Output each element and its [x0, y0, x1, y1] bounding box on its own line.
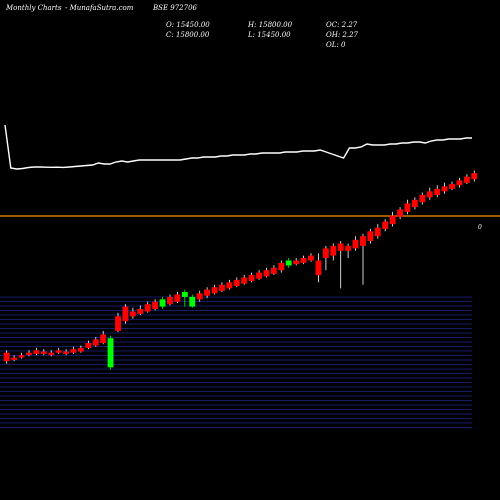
candle-body	[330, 245, 337, 256]
high-value: H: 15800.00	[248, 21, 293, 29]
candle-body	[360, 236, 366, 246]
candle-body	[463, 176, 470, 183]
candle-body	[107, 338, 114, 368]
candle-body	[263, 270, 270, 277]
candle-body	[92, 339, 99, 346]
candle-body	[11, 357, 18, 360]
candle-body	[434, 188, 441, 195]
candle-body	[196, 293, 203, 300]
candle-body	[219, 284, 225, 291]
chart-source: - MunafaSutra.com	[65, 4, 134, 12]
candle-body	[181, 292, 188, 297]
oc-value: OC: 2.27	[326, 21, 358, 29]
candle-body	[226, 282, 233, 289]
candle-body	[315, 260, 322, 276]
candle-body	[248, 275, 255, 282]
price-line	[4, 124, 472, 170]
candle-body	[189, 296, 196, 307]
chart-title: Monthly Charts	[6, 4, 62, 12]
candle-body	[278, 262, 285, 271]
candle-body	[456, 180, 463, 186]
volume-axis-label: 0	[478, 224, 482, 231]
candle-body	[411, 199, 418, 208]
candle-body	[426, 191, 433, 198]
candle-body	[137, 309, 144, 314]
candle-body	[233, 279, 240, 286]
low-value: L: 15450.00	[248, 31, 291, 39]
candle-body	[285, 260, 292, 266]
candle-body	[419, 194, 426, 203]
candle-body	[293, 260, 300, 265]
candle-body	[389, 215, 396, 225]
candle-body	[367, 231, 374, 241]
candle-body	[322, 248, 329, 258]
candle-body	[174, 294, 181, 302]
candle-body	[211, 287, 218, 294]
candle-body	[18, 355, 25, 358]
candle-body	[100, 334, 107, 343]
candle-body	[441, 186, 448, 192]
candle-body	[397, 209, 403, 217]
candle-body	[122, 306, 129, 322]
candle-body	[352, 239, 359, 249]
candle-body	[129, 311, 136, 317]
candle-body	[63, 351, 69, 354]
candle-body	[40, 351, 47, 354]
candle-body	[26, 352, 32, 356]
candle-body	[159, 299, 166, 307]
candle-body	[337, 243, 344, 251]
candle-body	[374, 227, 381, 237]
open-value: O: 15450.00	[166, 21, 210, 29]
candle-body	[167, 296, 173, 305]
candle-body	[345, 245, 351, 251]
candle-body	[78, 347, 84, 352]
candle-body	[471, 173, 478, 180]
candle-body	[308, 255, 314, 261]
close-value: C: 15800.00	[166, 31, 210, 39]
candle-body	[382, 221, 389, 229]
candle-body	[70, 349, 77, 353]
candle-body	[33, 350, 40, 354]
candle-body	[204, 289, 210, 296]
ol-value: OL: 0	[326, 41, 346, 49]
candle-body	[404, 203, 411, 212]
candle-body	[115, 316, 121, 331]
candle-body	[256, 272, 262, 279]
candle-body	[48, 352, 55, 356]
candle-body	[152, 301, 159, 309]
candle-body	[300, 258, 307, 263]
candle-body	[3, 352, 10, 362]
candle-body	[270, 267, 277, 274]
candle-body	[449, 184, 455, 189]
candle-body	[55, 350, 62, 353]
candle-body	[144, 304, 151, 312]
candle-body	[85, 343, 92, 348]
candle-body	[241, 277, 248, 284]
chart-symbol: BSE 972706	[153, 4, 197, 12]
oh-value: OH: 2.27	[326, 31, 359, 39]
